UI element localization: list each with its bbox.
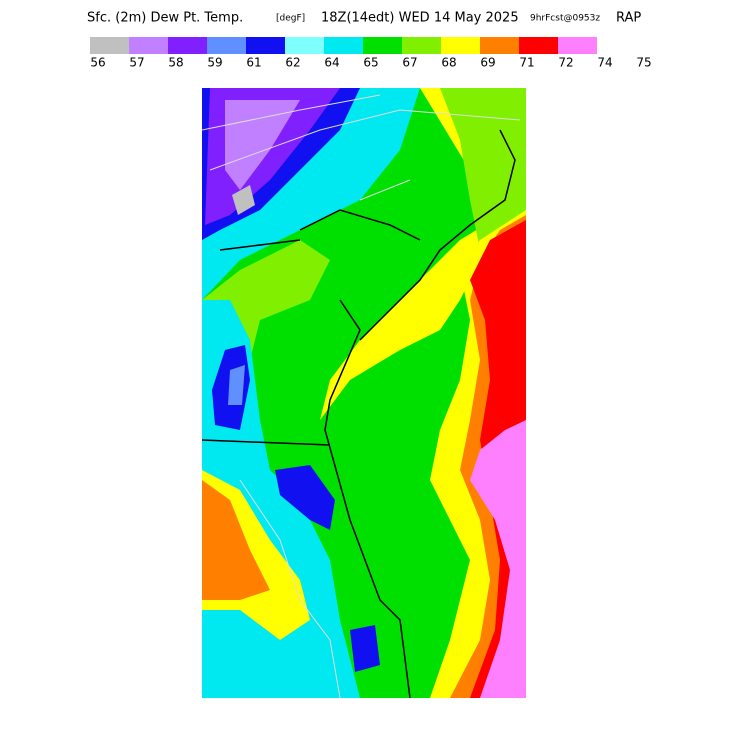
legend-swatch bbox=[246, 37, 285, 54]
legend-swatch bbox=[90, 37, 129, 54]
border bbox=[201, 94, 521, 699]
legend-swatch bbox=[168, 37, 207, 54]
legend-label: 74 bbox=[597, 56, 612, 70]
legend-label: 68 bbox=[441, 56, 456, 70]
legend-label: 69 bbox=[480, 56, 495, 70]
legend-label: 75 bbox=[636, 56, 651, 70]
legend-swatch bbox=[402, 37, 441, 54]
region bbox=[350, 625, 380, 672]
legend-swatch bbox=[480, 37, 519, 54]
legend-label: 71 bbox=[519, 56, 534, 70]
region bbox=[275, 465, 335, 530]
legend-label: 62 bbox=[285, 56, 300, 70]
map bbox=[201, 88, 526, 699]
legend-swatch bbox=[519, 37, 558, 54]
legend-swatch bbox=[129, 37, 168, 54]
region bbox=[228, 365, 245, 405]
legend-swatch bbox=[363, 37, 402, 54]
region bbox=[440, 88, 526, 250]
model: RAP bbox=[616, 11, 641, 26]
region bbox=[232, 185, 255, 215]
units: [degF] bbox=[276, 14, 305, 24]
region bbox=[202, 480, 270, 600]
legend: 56 57 58 59 61 62 64 65 67 68 69 71 72 74 75 bbox=[90, 37, 652, 70]
valid-time: 18Z(14edt) WED 14 May 2025 bbox=[321, 11, 519, 26]
forecast: 9hrFcst@0953z bbox=[530, 14, 600, 24]
legend-swatch bbox=[441, 37, 480, 54]
region bbox=[470, 420, 526, 698]
title: Sfc. (2m) Dew Pt. Temp. bbox=[87, 11, 243, 26]
legend-label: 72 bbox=[558, 56, 573, 70]
legend-swatch bbox=[285, 37, 324, 54]
legend-swatch bbox=[207, 37, 246, 54]
legend-label: 67 bbox=[402, 56, 417, 70]
legend-label: 59 bbox=[207, 56, 222, 70]
legend-label: 65 bbox=[363, 56, 378, 70]
region bbox=[225, 100, 300, 190]
legend-label: 58 bbox=[168, 56, 183, 70]
legend-swatch bbox=[324, 37, 363, 54]
legend-label: 56 bbox=[90, 56, 105, 70]
legend-label: 61 bbox=[246, 56, 261, 70]
boundary bbox=[201, 129, 516, 699]
legend-label: 64 bbox=[324, 56, 339, 70]
region bbox=[330, 400, 380, 560]
legend-swatch bbox=[558, 37, 597, 54]
legend-label: 57 bbox=[129, 56, 144, 70]
